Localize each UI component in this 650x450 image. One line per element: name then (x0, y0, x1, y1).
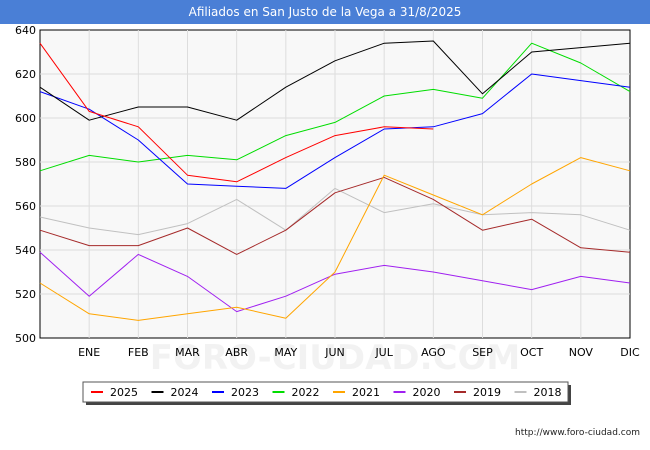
x-tick-label: MAR (175, 346, 200, 359)
x-tick-label: SEP (472, 346, 493, 359)
series-lines (39, 40, 631, 321)
watermark: FORO-CIUDAD.COM (150, 338, 521, 378)
y-tick-label: 540 (15, 244, 36, 257)
legend: 2025 2024 2023 2022 2021 2020 2019 2018 (82, 381, 571, 405)
legend-label-2021: 2021 (352, 386, 380, 399)
chart-title: Afiliados en San Justo de la Vega a 31/8… (0, 0, 650, 24)
y-tick-label: 600 (15, 112, 36, 125)
legend-label-2024: 2024 (171, 386, 199, 399)
x-tick-label: JUN (324, 346, 345, 359)
x-tick-label: OCT (520, 346, 543, 359)
y-tick-label: 560 (15, 200, 36, 213)
y-tick-label: 500 (15, 332, 36, 345)
series-line-2025 (39, 42, 434, 183)
series-line-2023 (39, 73, 631, 189)
legend-box (82, 381, 569, 403)
series-line-2021 (39, 157, 631, 321)
legend-label-2025: 2025 (110, 386, 138, 399)
series-line-2024 (39, 40, 631, 121)
x-tick-label: FEB (128, 346, 149, 359)
legend-label-2019: 2019 (473, 386, 501, 399)
legend-label-2022: 2022 (292, 386, 320, 399)
y-tick-label: 640 (15, 24, 36, 37)
x-tick-label: AGO (421, 346, 446, 359)
legend-label-2023: 2023 (231, 386, 259, 399)
y-tick-label: 620 (15, 68, 36, 81)
source-credit: http://www.foro-ciudad.com (515, 428, 640, 438)
series-line-2022 (39, 42, 631, 172)
x-tick-label: ABR (225, 346, 248, 359)
legend-label-2020: 2020 (413, 386, 441, 399)
series-line-2020 (39, 251, 631, 313)
line-chart: FORO-CIUDAD.COM 500 520 540 560 580 600 620 640… (15, 24, 640, 405)
y-tick-label: 580 (15, 156, 36, 169)
x-tick-label: DIC (620, 346, 640, 359)
series-line-2018 (39, 187, 631, 236)
x-tick-label: ENE (78, 346, 100, 359)
series-line-2019 (39, 176, 631, 255)
axis-labels: 500 520 540 560 580 600 620 640 ENE FEB MAR ABR MAY J… (15, 24, 640, 359)
legend-label-2018: 2018 (534, 386, 562, 399)
x-tick-label: JUL (374, 346, 393, 359)
y-tick-label: 520 (15, 288, 36, 301)
x-tick-label: NOV (569, 346, 594, 359)
x-tick-label: MAY (274, 346, 297, 359)
